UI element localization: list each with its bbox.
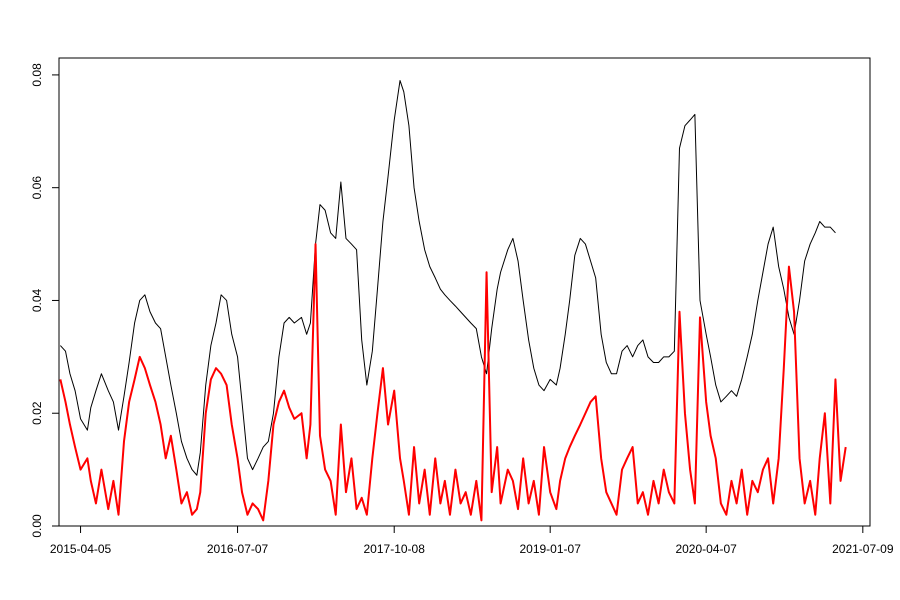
x-tick-label: 2020-04-07 (675, 542, 737, 556)
y-tick-label: 0.00 (30, 514, 44, 538)
y-axis: 0.00 0.02 0.04 0.06 0.08 (30, 63, 60, 538)
y-tick-label: 0.04 (30, 288, 44, 312)
series-layer (59, 80, 847, 522)
x-tick-label: 2019-01-07 (519, 542, 581, 556)
y-tick-label: 0.02 (30, 401, 44, 425)
x-tick-label: 2016-07-07 (207, 542, 269, 556)
x-tick-label: 2021-07-09 (832, 542, 894, 556)
x-tick-label: 2015-04-05 (50, 542, 112, 556)
y-tick-label: 0.06 (30, 176, 44, 200)
series-line-series_red (59, 243, 847, 522)
series-line-series_black (60, 80, 836, 476)
x-axis: 2015-04-05 2016-07-07 2017-10-08 2019-01-07… (50, 525, 894, 556)
x-tick-label: 2017-10-08 (364, 542, 426, 556)
y-tick-label: 0.08 (30, 63, 44, 87)
